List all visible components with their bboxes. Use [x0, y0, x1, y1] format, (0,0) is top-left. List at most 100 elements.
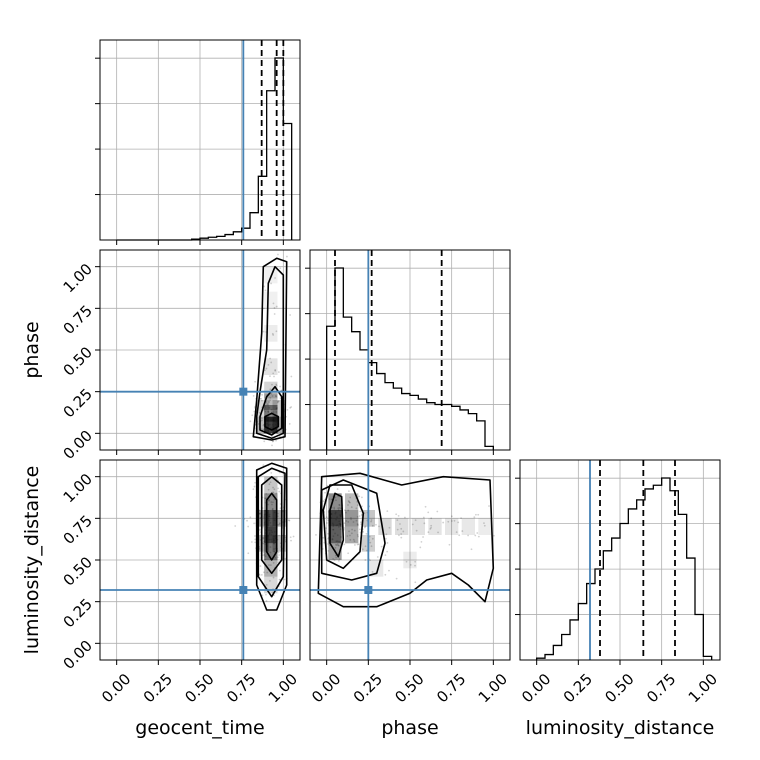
scatter-point [335, 544, 338, 547]
scatter-point [258, 411, 261, 414]
scatter-point [277, 253, 279, 256]
scatter-point [470, 548, 473, 551]
scatter-point [360, 514, 363, 516]
x-axis-label-luminosity_distance: luminosity_distance [526, 717, 715, 739]
scatter-point [453, 519, 456, 522]
y-tick-label: 0.75 [60, 512, 96, 548]
density-cell [403, 551, 417, 569]
scatter-point [267, 410, 270, 413]
histogram-step [326, 267, 494, 450]
panel-border [99, 249, 301, 451]
scatter-point [275, 305, 278, 308]
y-tick-label: 1.00 [60, 470, 96, 506]
scatter-point [370, 519, 373, 521]
scatter-point [252, 488, 255, 491]
scatter-point [338, 503, 341, 506]
density-cell [445, 518, 459, 535]
histogram-panel-geocent_time [95, 39, 301, 245]
scatter-point [272, 440, 275, 443]
scatter-point [395, 513, 398, 516]
y-tick-label: 0.50 [60, 343, 96, 379]
scatter-point [483, 524, 486, 527]
scatter-point [234, 525, 237, 527]
scatter-point [269, 481, 272, 484]
scatter-point [371, 570, 374, 573]
scatter-point [277, 551, 280, 554]
contour-line [329, 492, 345, 558]
x-tick-label: 0.25 [560, 670, 596, 706]
contour-line [260, 475, 283, 575]
scatter-point [333, 506, 336, 509]
scatter-point [290, 539, 292, 542]
scatter-point [271, 435, 273, 438]
scatter-point [302, 420, 304, 422]
scatter-point [447, 520, 450, 523]
scatter-point [388, 526, 391, 529]
scatter-point [350, 517, 352, 519]
scatter-point [258, 574, 261, 576]
scatter-point [483, 522, 485, 524]
scatter-point [252, 394, 255, 397]
scatter-point [268, 401, 271, 403]
x-tick-label: 1.00 [685, 670, 721, 706]
scatter-point [275, 395, 278, 398]
scatter-point [278, 554, 280, 556]
scatter-point [350, 532, 353, 535]
scatter-point [436, 510, 439, 513]
scatter-point [350, 506, 353, 509]
histogram-panel-luminosity_distance [515, 459, 721, 665]
scatter-point [271, 383, 273, 386]
density-cell [428, 518, 442, 535]
scatter-point [422, 536, 424, 538]
panel-border [519, 459, 721, 661]
scatter-point [278, 578, 281, 581]
scatter-point [360, 521, 362, 524]
scatter-point [357, 524, 359, 526]
truth-marker [364, 586, 373, 594]
truth-marker [239, 387, 248, 396]
axis-labels: geocent_time phase luminosity_distancephas… [21, 321, 714, 739]
x-tick-label: 0.25 [140, 670, 176, 706]
scatter-point [250, 541, 253, 543]
y-axis-label-luminosity_distance: luminosity_distance [21, 466, 43, 655]
scatter-point [343, 509, 346, 512]
scatter-point [493, 534, 495, 537]
x-tick-label: 0.75 [433, 670, 469, 706]
scatter-point [267, 363, 270, 366]
scatter-point [414, 519, 417, 522]
scatter-point [353, 529, 356, 532]
x-tick-label: 0.50 [391, 670, 427, 706]
scatter-point [277, 400, 280, 403]
panel-border [99, 39, 301, 241]
scatter-point [385, 533, 388, 536]
x-tick-label: 1.00 [475, 670, 511, 706]
scatter-point [396, 528, 399, 531]
density-cell [255, 416, 270, 434]
scatter-point [337, 544, 340, 547]
scatter-point [415, 529, 418, 532]
density-cell [264, 381, 278, 399]
scatter-point [286, 255, 288, 258]
density-cell [411, 518, 425, 535]
scatter-point [274, 277, 276, 279]
panel-content [100, 250, 304, 450]
density-cell [395, 518, 409, 535]
scatter-point [442, 521, 445, 524]
scatter-point [450, 515, 453, 518]
scatter-point [364, 559, 367, 561]
scatter-point [349, 534, 351, 537]
scatter-point [275, 439, 277, 442]
scatter-point [278, 523, 281, 526]
density-cell [264, 291, 278, 309]
scatter-point [361, 496, 363, 499]
scatter-point [269, 357, 272, 360]
scatter-point [396, 519, 399, 522]
contour-line [322, 484, 365, 570]
scatter-point [384, 554, 387, 557]
contour-line [317, 472, 495, 608]
scatter-point [276, 407, 278, 409]
scatter-point [414, 564, 416, 567]
scatter-point [400, 533, 403, 535]
scatter-point [262, 537, 265, 540]
density-panel-phase-vs-luminosity_distance [309, 459, 511, 665]
